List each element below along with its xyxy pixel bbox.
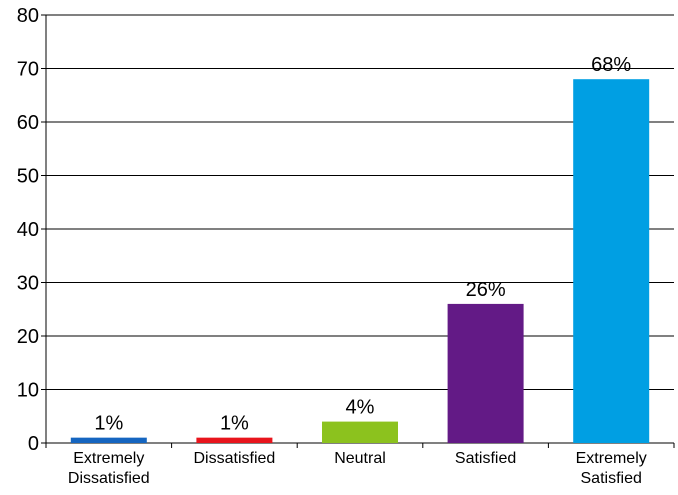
- x-tick-label: Extremely: [576, 450, 647, 467]
- y-tick-label: 40: [17, 219, 39, 241]
- x-tick-label: Neutral: [334, 450, 386, 467]
- data-label: 1%: [94, 413, 123, 435]
- y-tick-label: 60: [17, 112, 39, 134]
- x-tick-label: Extremely: [73, 450, 144, 467]
- bar: [447, 303, 524, 443]
- y-tick-label: 80: [17, 5, 39, 27]
- x-tick-label: Dissatisfied: [193, 450, 275, 467]
- y-tick-label: 0: [28, 433, 39, 455]
- bar: [196, 437, 273, 443]
- data-labels: 1% 1% 4% 26% 68%: [94, 54, 631, 434]
- gridlines: [46, 14, 674, 390]
- data-label: 4%: [346, 397, 375, 419]
- data-label: 68%: [591, 54, 631, 76]
- x-tick-label: Satisfied: [581, 470, 642, 487]
- y-tick-labels: 0 10 20 30 40 50 60 70 80: [17, 5, 39, 455]
- bars: [70, 79, 650, 443]
- data-label: 1%: [220, 413, 249, 435]
- data-label: 26%: [466, 279, 506, 301]
- y-tick-label: 10: [17, 380, 39, 402]
- x-tick-label: Satisfied: [455, 450, 516, 467]
- y-tick-label: 70: [17, 59, 39, 81]
- x-tick-label: Dissatisfied: [68, 470, 150, 487]
- bar: [322, 421, 398, 443]
- y-tick-label: 50: [17, 166, 39, 188]
- y-tick-label: 30: [17, 273, 39, 295]
- bar: [70, 437, 147, 443]
- x-tick-labels: Extremely Dissatisfied Dissatisfied Neutral…: [68, 450, 647, 487]
- bar: [573, 79, 650, 443]
- y-tick-label: 20: [17, 326, 39, 348]
